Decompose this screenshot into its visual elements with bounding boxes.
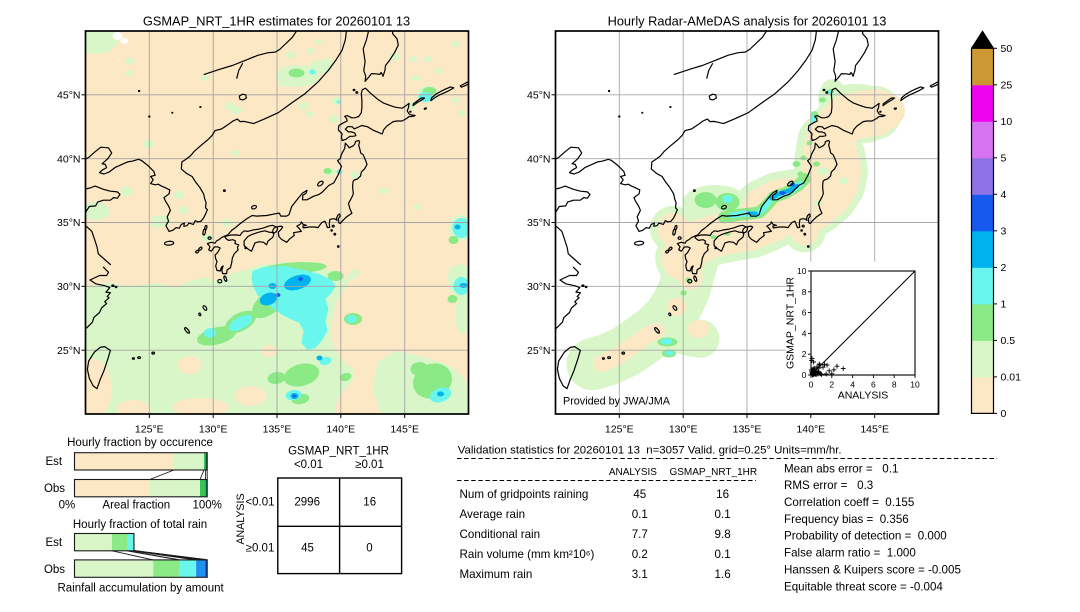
svg-text:6: 6 (802, 308, 807, 318)
svg-text:30°N: 30°N (57, 281, 80, 293)
svg-text:False alarm ratio = 1.000: False alarm ratio = 1.000 (784, 547, 916, 560)
svg-text:45: 45 (301, 543, 314, 555)
svg-text:RMS error = 0.3: RMS error = 0.3 (784, 479, 873, 492)
svg-text:Provided by JWA/JMA: Provided by JWA/JMA (563, 396, 671, 408)
svg-text:100%: 100% (192, 500, 221, 512)
svg-text:Est: Est (45, 456, 62, 468)
svg-text:140°E: 140°E (326, 424, 355, 436)
svg-text:Est: Est (45, 537, 62, 549)
svg-text:Hourly Radar-AMeDAS analysis f: Hourly Radar-AMeDAS analysis for 2026010… (608, 14, 887, 29)
svg-text:130°E: 130°E (669, 424, 698, 436)
svg-text:135°E: 135°E (733, 424, 762, 436)
svg-text:2: 2 (802, 349, 807, 359)
svg-text:Correlation coeff = 0.155: Correlation coeff = 0.155 (784, 496, 914, 509)
svg-text:140°E: 140°E (796, 424, 825, 436)
svg-text:Probability of detection = 0.: Probability of detection = 0.000 (784, 530, 947, 543)
svg-text:25°N: 25°N (57, 345, 80, 357)
svg-text:135°E: 135°E (263, 424, 292, 436)
svg-text:ANALYSIS: ANALYSIS (235, 493, 247, 544)
svg-text:6: 6 (871, 380, 876, 390)
svg-text:Validation statistics for 2026: Validation statistics for 20260101 13 n=… (458, 445, 842, 457)
svg-text:16: 16 (716, 488, 729, 501)
svg-text:Obs: Obs (44, 483, 65, 495)
svg-text:0.5: 0.5 (1001, 335, 1016, 347)
svg-text:<0.01: <0.01 (245, 497, 274, 509)
svg-text:Hourly fraction of total rain: Hourly fraction of total rain (73, 519, 207, 531)
svg-text:Hourly fraction by occurence: Hourly fraction by occurence (67, 437, 213, 449)
svg-text:2996: 2996 (294, 497, 320, 509)
svg-text:4: 4 (802, 328, 807, 338)
svg-text:≥0.01: ≥0.01 (355, 459, 384, 471)
svg-text:10: 10 (1001, 116, 1013, 128)
svg-text:Average rain: Average rain (460, 508, 526, 521)
svg-text:0: 0 (366, 543, 372, 555)
svg-text:25: 25 (1001, 80, 1013, 92)
svg-text:Frequency bias = 0.356: Frequency bias = 0.356 (784, 513, 909, 526)
svg-text:0.1: 0.1 (715, 508, 731, 521)
svg-text:45: 45 (633, 488, 646, 501)
svg-text:125°E: 125°E (605, 424, 634, 436)
svg-text:145°E: 145°E (390, 424, 419, 436)
svg-text:Obs: Obs (44, 564, 65, 576)
svg-text:0%: 0% (59, 500, 76, 512)
svg-text:10: 10 (797, 266, 807, 276)
svg-text:45°N: 45°N (57, 90, 80, 102)
svg-text:Conditional rain: Conditional rain (460, 528, 541, 541)
svg-text:0.1: 0.1 (715, 548, 731, 561)
svg-text:3: 3 (1001, 226, 1007, 238)
svg-text:<0.01: <0.01 (294, 459, 323, 471)
svg-text:25°N: 25°N (527, 345, 550, 357)
svg-text:≥0.01: ≥0.01 (246, 543, 275, 555)
svg-text:0.1: 0.1 (632, 508, 648, 521)
svg-text:3.1: 3.1 (632, 568, 648, 581)
svg-text:130°E: 130°E (199, 424, 228, 436)
svg-text:0: 0 (1001, 408, 1007, 420)
svg-text:8: 8 (802, 287, 807, 297)
svg-text:40°N: 40°N (57, 153, 80, 165)
svg-text:125°E: 125°E (135, 424, 164, 436)
svg-text:1: 1 (1001, 299, 1007, 311)
svg-text:40°N: 40°N (527, 153, 550, 165)
svg-text:GSMAP_NRT_1HR: GSMAP_NRT_1HR (288, 446, 389, 458)
svg-text:8: 8 (892, 380, 897, 390)
svg-text:1.6: 1.6 (715, 568, 731, 581)
svg-text:45°N: 45°N (527, 90, 550, 102)
svg-text:GSMAP_NRT_1HR estimates for 20: GSMAP_NRT_1HR estimates for 20260101 13 (143, 14, 410, 29)
svg-text:ANALYSIS: ANALYSIS (609, 467, 657, 478)
svg-text:Rain volume (mm km²10⁶): Rain volume (mm km²10⁶) (460, 548, 595, 561)
svg-text:7.7: 7.7 (632, 528, 648, 541)
svg-text:0: 0 (809, 380, 814, 390)
svg-text:Equitable threat score = -0.00: Equitable threat score = -0.004 (784, 580, 943, 593)
svg-text:35°N: 35°N (527, 217, 550, 229)
svg-text:35°N: 35°N (57, 217, 80, 229)
svg-text:9.8: 9.8 (715, 528, 731, 541)
svg-text:4: 4 (850, 380, 855, 390)
svg-text:Rainfall accumulation by amoun: Rainfall accumulation by amount (57, 583, 224, 595)
svg-text:Num of gridpoints raining: Num of gridpoints raining (460, 488, 589, 501)
svg-text:2: 2 (1001, 262, 1007, 274)
svg-text:ANALYSIS: ANALYSIS (838, 390, 889, 402)
svg-text:145°E: 145°E (860, 424, 889, 436)
svg-text:GSMAP_NRT_1HR: GSMAP_NRT_1HR (669, 467, 757, 478)
svg-text:16: 16 (363, 497, 376, 509)
svg-text:Areal fraction: Areal fraction (102, 500, 170, 512)
svg-text:Hanssen & Kuipers score = -0.0: Hanssen & Kuipers score = -0.005 (784, 564, 961, 577)
svg-text:0.01: 0.01 (1001, 372, 1022, 384)
svg-text:4: 4 (1001, 189, 1007, 201)
svg-text:Maximum rain: Maximum rain (460, 568, 533, 581)
svg-text:10: 10 (910, 380, 920, 390)
svg-text:2: 2 (829, 380, 834, 390)
svg-text:5: 5 (1001, 153, 1007, 165)
svg-text:30°N: 30°N (527, 281, 550, 293)
svg-text:Mean abs error = 0.1: Mean abs error = 0.1 (784, 462, 898, 475)
svg-text:0: 0 (802, 370, 807, 380)
svg-text:0.2: 0.2 (632, 548, 648, 561)
svg-text:GSMAP_NRT_1HR: GSMAP_NRT_1HR (785, 277, 797, 369)
svg-text:50: 50 (1001, 43, 1013, 55)
